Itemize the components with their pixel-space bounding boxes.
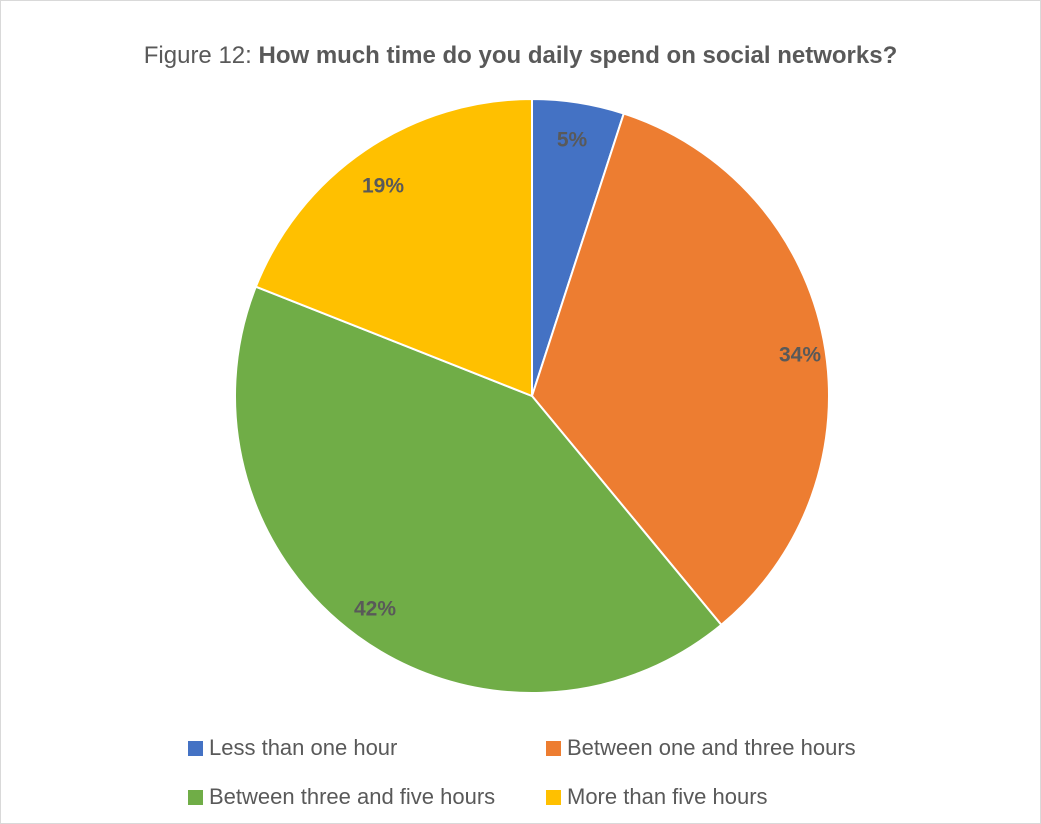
legend-item-more-than-five-hours: More than five hours [546, 784, 768, 810]
data-label-between-three-and-five-hours: 42% [354, 598, 396, 621]
legend-item-between-three-and-five-hours: Between three and five hours [188, 784, 495, 810]
pie-slice-more-than-five-hours [254, 97, 533, 398]
legend-label: More than five hours [567, 784, 768, 809]
chart-title-prefix: Figure 12: [143, 42, 259, 69]
chart-title-main: How much time do you daily spend on soci… [258, 42, 898, 69]
data-label-more-than-five-hours: 19% [362, 175, 404, 198]
legend-label: Between three and five hours [209, 784, 496, 809]
pie-slice-between-one-and-three-hours [530, 112, 830, 627]
data-label-less-than-one-hour: 5% [557, 129, 588, 152]
legend-swatch [546, 789, 561, 805]
legend-label: Between one and three hours [567, 735, 856, 760]
data-label-between-one-and-three-hours: 34% [779, 344, 821, 367]
legend-swatch [188, 740, 203, 756]
chart-title: Figure 12: How much time do you daily sp… [0, 42, 1041, 70]
pie-slice-between-three-and-five-hours [234, 285, 723, 694]
legend-item-between-one-and-three-hours: Between one and three hours [546, 735, 856, 761]
legend-item-less-than-one-hour: Less than one hour [188, 735, 397, 761]
legend-swatch [188, 789, 203, 805]
legend-swatch [546, 740, 561, 756]
legend-label: Less than one hour [209, 735, 398, 760]
